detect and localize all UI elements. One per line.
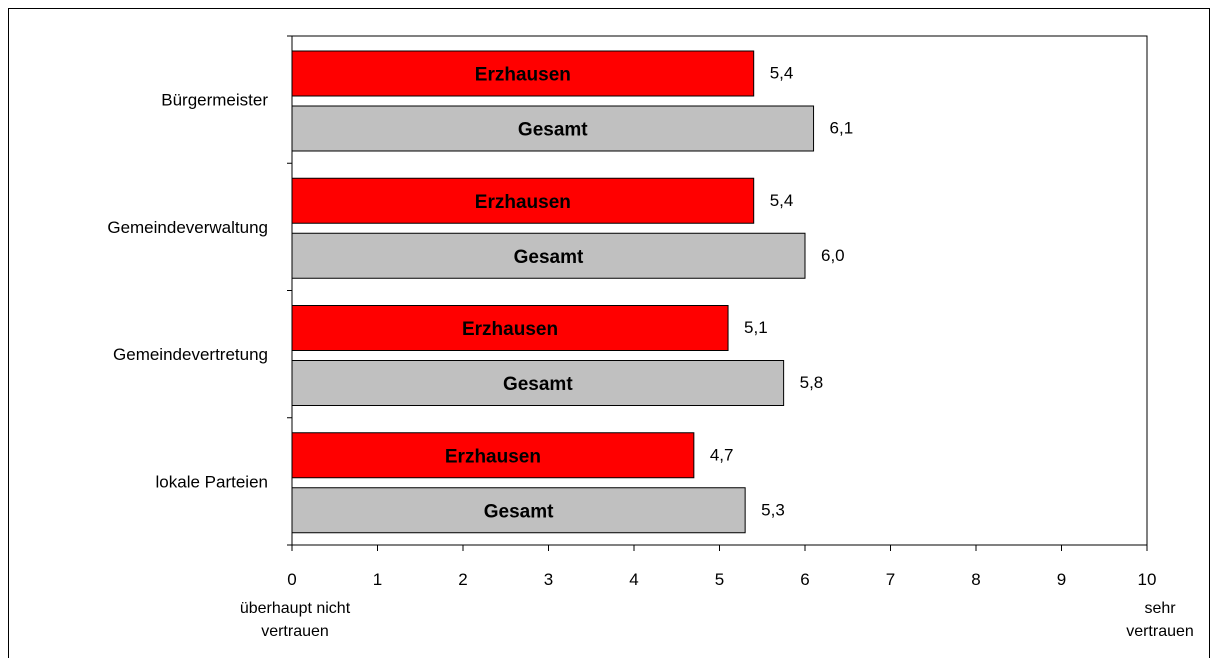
category-label: Bürgermeister: [161, 91, 268, 110]
bar-erzhausen: [291, 305, 729, 351]
bar-gesamt: [291, 487, 746, 534]
x-tick-label: 10: [1138, 570, 1157, 589]
bar-series-label: Gesamt: [484, 501, 554, 522]
data-label: 4,7: [710, 445, 734, 464]
category-label: lokale Parteien: [156, 472, 268, 491]
bar-gesamt: [291, 360, 785, 406]
data-label: 5,1: [744, 318, 768, 337]
x-end-label-left: überhaupt nicht: [240, 600, 351, 617]
x-tick-label: 8: [971, 570, 980, 589]
bar-series-label: Erzhausen: [445, 446, 541, 467]
x-end-label-right: vertrauen: [1126, 623, 1194, 640]
x-tick-label: 3: [544, 570, 553, 589]
x-end-label-right: sehr: [1144, 600, 1176, 617]
data-label: 5,4: [770, 191, 794, 210]
bar-erzhausen: [291, 177, 755, 224]
category-label: Gemeindevertretung: [113, 345, 268, 364]
bar-series-label: Gesamt: [503, 374, 573, 395]
data-label: 5,8: [800, 373, 824, 392]
bar-series-label: Gesamt: [514, 247, 584, 268]
data-label: 6,0: [821, 246, 845, 265]
x-tick-label: 0: [287, 570, 296, 589]
bar-series-label: Erzhausen: [475, 192, 571, 213]
x-tick-label: 9: [1057, 570, 1066, 589]
bar-erzhausen: [291, 432, 695, 479]
x-tick-label: 6: [800, 570, 809, 589]
bar-series-label: Erzhausen: [475, 65, 571, 86]
x-tick-label: 5: [715, 570, 724, 589]
data-label: 5,3: [761, 500, 785, 519]
bar-gesamt: [291, 105, 815, 152]
bar-series-label: Erzhausen: [462, 319, 558, 340]
x-tick-label: 4: [629, 570, 638, 589]
bar-series-label: Gesamt: [518, 120, 588, 141]
data-label: 6,1: [830, 119, 854, 138]
x-tick-label: 7: [886, 570, 895, 589]
x-tick-label: 1: [373, 570, 382, 589]
x-tick-label: 2: [458, 570, 467, 589]
bar-erzhausen: [291, 50, 755, 97]
bar-gesamt: [291, 232, 806, 279]
x-end-label-left: vertrauen: [261, 623, 329, 640]
data-label: 5,4: [770, 64, 794, 83]
chart-frame: [8, 8, 1210, 658]
category-label: Gemeindeverwaltung: [107, 218, 268, 237]
